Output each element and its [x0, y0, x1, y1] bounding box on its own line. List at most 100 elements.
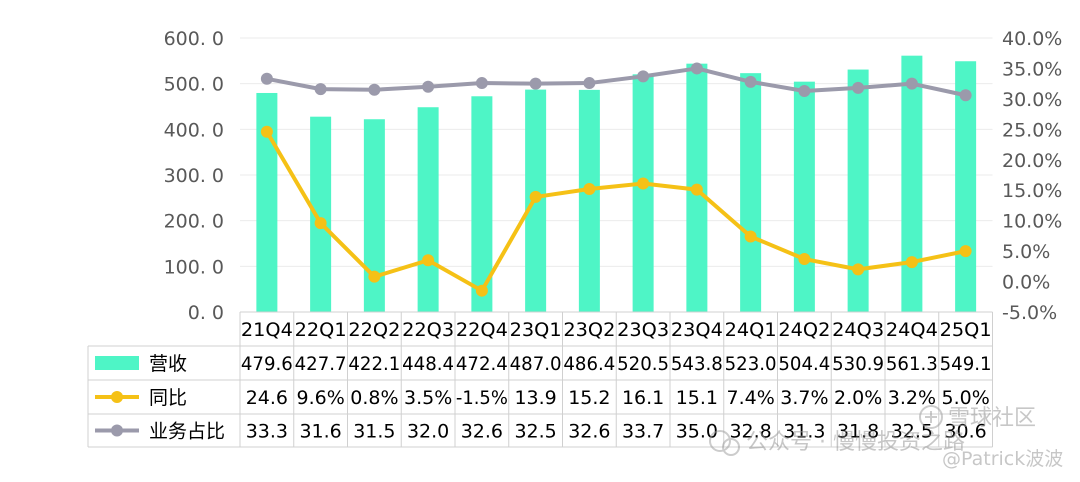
left-axis-tick-label: 200. 0: [164, 211, 224, 233]
category-label: 24Q3: [832, 319, 884, 341]
yoy-point: [583, 183, 596, 196]
table-cell-value: 7.4%: [726, 387, 774, 409]
data-table: 21Q4 22Q1 22Q2 22Q3 22Q4 23Q1 23Q2 23Q3 23Q4 24Q1…: [87, 311, 993, 448]
right-axis-tick-label: 35.0%: [1002, 58, 1062, 80]
revenue-bar: [417, 107, 439, 312]
yoy-point: [852, 263, 865, 276]
watermark: 公众号 · 慢慢投资之路 雪球社区 @Patrick波波: [709, 405, 1063, 470]
yoy-point: [798, 253, 811, 266]
category-label: 22Q4: [456, 319, 508, 341]
share-point: [260, 72, 273, 85]
share-point: [905, 77, 918, 90]
table-cell-value: 530.9: [832, 353, 884, 375]
share-point: [422, 80, 435, 93]
table-cell-value: 520.5: [617, 353, 669, 375]
table-cell-value: 3.2%: [888, 387, 936, 409]
yoy-point: [959, 245, 972, 258]
category-label: 23Q1: [510, 319, 562, 341]
left-axis-ticks: 600. 0 500. 0 400. 0 300. 0 200. 0 100. 0 0. 0: [164, 28, 224, 324]
table-cell-value: 31.8: [837, 421, 879, 443]
category-label: 24Q2: [778, 319, 830, 341]
revenue-bar: [310, 116, 332, 312]
table-cell-value: 523.0: [725, 353, 777, 375]
watermark-text-wechat: 公众号 · 慢慢投资之路: [746, 430, 965, 455]
yoy-point: [314, 217, 327, 230]
table-cell-value: 24.6: [246, 387, 288, 409]
revenue-bar: [256, 92, 278, 312]
revenue-bar: [578, 89, 600, 312]
table-cell-value: 543.8: [671, 353, 723, 375]
table-cell-value: -1.5%: [456, 387, 508, 409]
left-axis-tick-label: 600. 0: [164, 28, 224, 50]
left-axis-tick-label: 300. 0: [164, 165, 224, 187]
yoy-point: [690, 183, 703, 196]
revenue-bar: [793, 81, 815, 312]
right-axis-tick-label: -5.0%: [1002, 302, 1057, 324]
share-point: [368, 83, 381, 96]
table-cell-value: 5.0%: [941, 387, 989, 409]
table-cell-value: 2.0%: [834, 387, 882, 409]
share-point: [744, 75, 757, 88]
category-label: 24Q4: [886, 319, 938, 341]
revenue-bar: [471, 96, 493, 313]
right-axis-tick-label: 15.0%: [1002, 180, 1062, 202]
revenue-bar: [740, 73, 762, 312]
yoy-point: [368, 270, 381, 283]
revenue-bar: [847, 69, 869, 312]
category-label: 23Q3: [617, 319, 669, 341]
table-cell-value: 13.9: [514, 387, 556, 409]
table-cell-value: 479.6: [241, 353, 293, 375]
right-axis-tick-label: 0.0%: [1002, 272, 1050, 294]
right-axis-tick-label: 10.0%: [1002, 211, 1062, 233]
wechat-logo-icon: [709, 430, 740, 456]
category-label: 23Q2: [563, 319, 615, 341]
share-point: [529, 77, 542, 90]
table-cell-value: 422.1: [348, 353, 400, 375]
table-cell-value: 35.0: [676, 421, 718, 443]
table-cell-value: 32.5: [514, 421, 556, 443]
left-axis-tick-label: 500. 0: [164, 74, 224, 96]
legend-label: 业务占比: [149, 421, 225, 443]
category-label: 22Q2: [348, 319, 400, 341]
left-axis-tick-label: 400. 0: [164, 119, 224, 141]
yoy-point: [475, 284, 488, 297]
table-cell-value: 31.6: [299, 421, 341, 443]
share-point: [852, 81, 865, 94]
table-cell-value: 32.0: [407, 421, 449, 443]
revenue-bar: [901, 55, 923, 312]
category-label: 22Q1: [295, 319, 347, 341]
line-series: [260, 62, 972, 297]
table-cell-value: 15.2: [568, 387, 610, 409]
table-cell-value: 16.1: [622, 387, 664, 409]
right-axis-tick-label: 40.0%: [1002, 28, 1062, 50]
category-label: 22Q3: [402, 319, 454, 341]
right-axis-tick-label: 25.0%: [1002, 119, 1062, 141]
table-cell-value: 32.6: [461, 421, 503, 443]
yoy-point: [905, 256, 918, 269]
table-cell-value: 486.4: [563, 353, 615, 375]
table-cell-value: 30.6: [944, 421, 986, 443]
table-cell-value: 32.6: [568, 421, 610, 443]
watermark-text-author: @Patrick波波: [942, 448, 1063, 470]
share-point: [314, 83, 327, 96]
revenue-bar: [632, 74, 654, 313]
table-cell-value: 549.1: [940, 353, 992, 375]
share-line: [266, 66, 967, 98]
share-point: [798, 84, 811, 97]
share-point: [959, 89, 972, 102]
bar-series: [256, 55, 977, 313]
table-cell-value: 33.7: [622, 421, 664, 443]
left-axis-tick-label: 100. 0: [164, 256, 224, 278]
yoy-point: [260, 125, 273, 138]
table-cell-value: 31.3: [783, 421, 825, 443]
table-cell-value: 32.5: [891, 421, 933, 443]
table-cell-value: 561.3: [886, 353, 938, 375]
yoy-line: [265, 130, 967, 293]
table-cell-value: 0.8%: [350, 387, 398, 409]
left-axis-tick-label: 0. 0: [188, 302, 224, 324]
share-point: [690, 62, 703, 75]
legend-key-marker: [111, 391, 123, 403]
table-cell-value: 448.4: [402, 353, 454, 375]
table-cell-value: 15.1: [676, 387, 718, 409]
